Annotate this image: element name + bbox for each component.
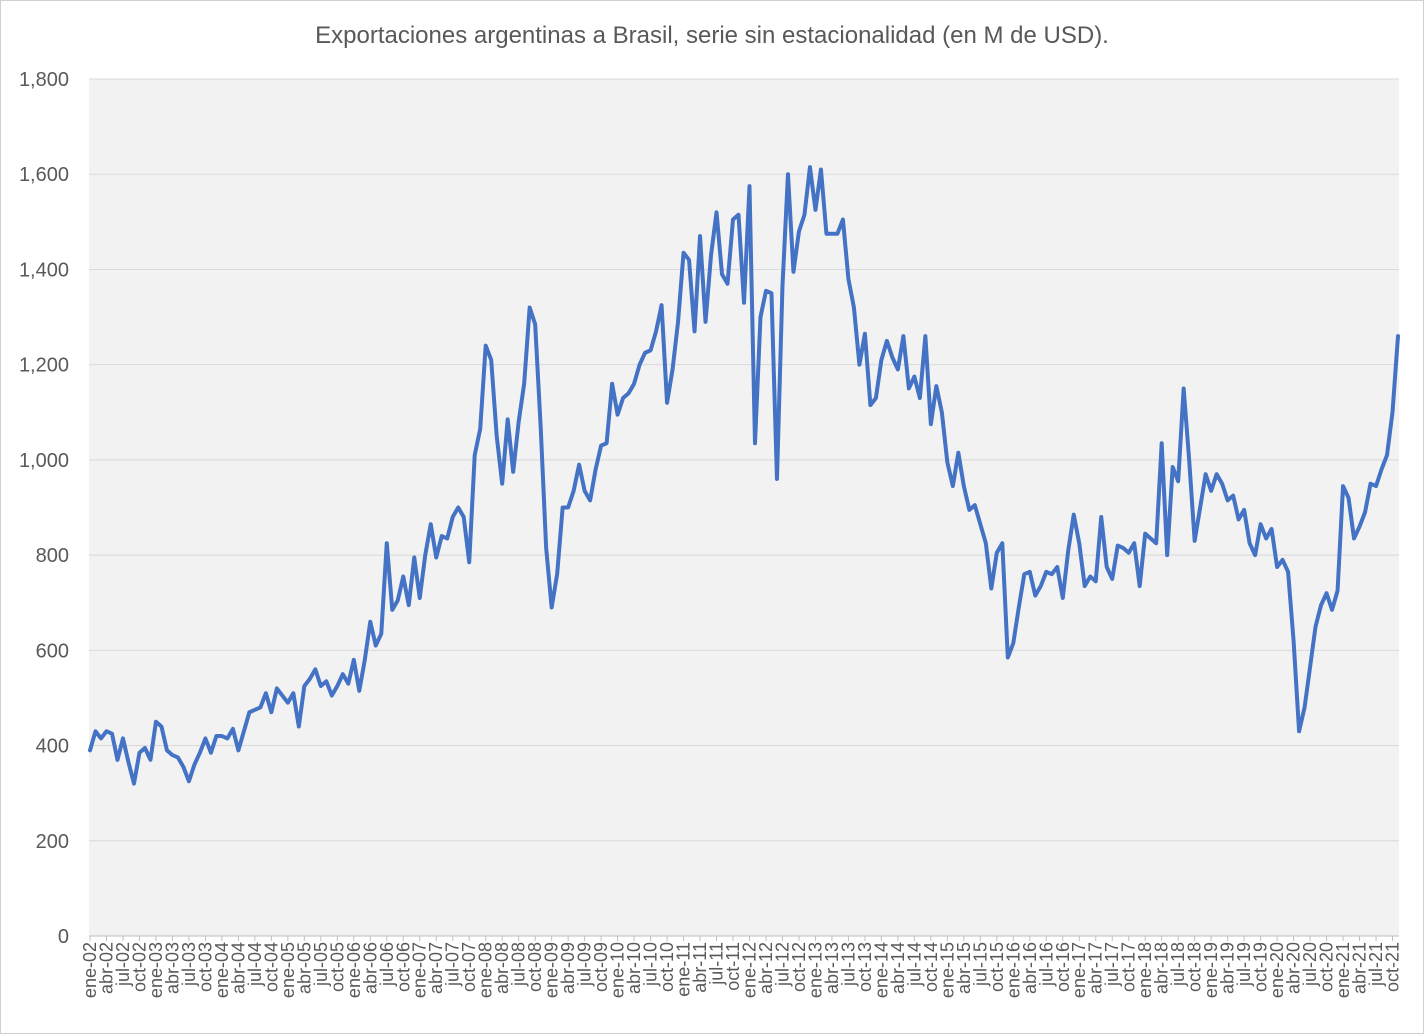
x-tick-label: abr-07 xyxy=(426,942,446,994)
x-tick-label: jul-13 xyxy=(838,942,858,987)
x-tick-label: jul-14 xyxy=(904,942,924,987)
x-tick-label: ene-10 xyxy=(608,942,628,998)
x-tick-label: ene-21 xyxy=(1333,942,1353,998)
x-tick-label: ene-07 xyxy=(410,942,430,998)
x-tick-label: oct-06 xyxy=(393,942,413,992)
y-tick-label: 0 xyxy=(58,926,69,948)
y-tick-label: 1,800 xyxy=(19,69,69,91)
x-tick-label: abr-21 xyxy=(1350,942,1370,994)
x-tick-label: oct-09 xyxy=(591,942,611,992)
x-tick-label: oct-05 xyxy=(327,942,347,992)
x-tick-label: oct-15 xyxy=(987,942,1007,992)
x-tick-label: abr-12 xyxy=(756,942,776,994)
x-tick-label: jul-17 xyxy=(1102,942,1122,987)
y-tick-label: 1,200 xyxy=(19,355,69,377)
x-tick-label: jul-07 xyxy=(443,942,463,987)
x-tick-label: jul-08 xyxy=(509,942,529,987)
x-tick-label: ene-08 xyxy=(476,942,496,998)
x-tick-label: oct-11 xyxy=(723,942,743,991)
x-tick-label: abr-09 xyxy=(558,942,578,994)
x-tick-label: abr-08 xyxy=(492,942,512,994)
x-tick-label: ene-04 xyxy=(212,942,232,998)
x-tick-label: abr-20 xyxy=(1284,942,1304,994)
x-tick-label: jul-11 xyxy=(707,942,727,986)
x-tick-label: oct-02 xyxy=(129,942,149,992)
x-tick-label: abr-03 xyxy=(162,942,182,994)
x-tick-label: ene-17 xyxy=(1069,942,1089,998)
x-tick-label: oct-03 xyxy=(195,942,215,992)
x-tick-label: abr-14 xyxy=(888,942,908,994)
x-tick-label: jul-21 xyxy=(1366,942,1386,987)
x-tick-label: ene-12 xyxy=(739,942,759,998)
y-tick-label: 400 xyxy=(36,736,69,758)
y-tick-label: 600 xyxy=(36,640,69,662)
x-tick-label: oct-08 xyxy=(525,942,545,992)
x-tick-label: abr-17 xyxy=(1086,942,1106,994)
x-tick-label: ene-18 xyxy=(1135,942,1155,998)
x-tick-label: jul-10 xyxy=(641,942,661,987)
x-tick-label: jul-04 xyxy=(245,942,265,987)
x-tick-label: oct-14 xyxy=(921,942,941,992)
x-tick-label: oct-17 xyxy=(1119,942,1139,992)
x-tick-label: abr-18 xyxy=(1152,942,1172,994)
x-tick-label: abr-02 xyxy=(96,942,116,994)
x-tick-label: jul-20 xyxy=(1300,942,1320,987)
x-tick-label: abr-10 xyxy=(624,942,644,994)
x-tick-label: jul-02 xyxy=(113,942,133,987)
x-tick-label: ene-02 xyxy=(80,942,100,998)
x-tick-label: ene-11 xyxy=(674,942,694,997)
x-tick-label: jul-06 xyxy=(377,942,397,987)
x-tick-label: oct-12 xyxy=(789,942,809,992)
x-tick-label: oct-10 xyxy=(657,942,677,992)
x-tick-label: abr-04 xyxy=(228,942,248,994)
x-tick-label: oct-07 xyxy=(459,942,479,992)
x-tick-label: oct-20 xyxy=(1317,942,1337,992)
y-tick-label: 1,400 xyxy=(19,259,69,281)
x-tick-label: ene-09 xyxy=(542,942,562,998)
x-tick-label: oct-16 xyxy=(1053,942,1073,992)
x-tick-label: ene-19 xyxy=(1201,942,1221,998)
x-tick-label: oct-13 xyxy=(855,942,875,992)
x-tick-label: ene-16 xyxy=(1003,942,1023,998)
x-tick-label: ene-05 xyxy=(278,942,298,998)
y-tick-label: 1,600 xyxy=(19,164,69,186)
x-tick-label: oct-19 xyxy=(1251,942,1271,992)
x-tick-label: abr-05 xyxy=(294,942,314,994)
x-tick-label: ene-15 xyxy=(937,942,957,998)
x-tick-label: jul-15 xyxy=(970,942,990,987)
x-tick-label: abr-06 xyxy=(360,942,380,994)
plot-area xyxy=(89,79,1399,936)
x-tick-label: oct-21 xyxy=(1383,942,1403,992)
x-tick-label: jul-16 xyxy=(1036,942,1056,987)
y-tick-label: 800 xyxy=(36,545,69,567)
x-tick-label: jul-09 xyxy=(575,942,595,987)
x-tick-label: oct-04 xyxy=(261,942,281,992)
x-axis-tick-labels: ene-02abr-02jul-02oct-02ene-03abr-03jul-… xyxy=(80,942,1403,998)
y-axis-tick-labels: 0 200 400 600 800 1,000 1,200 1,400 1,600 1,800 xyxy=(19,69,69,948)
x-tick-label: jul-12 xyxy=(772,942,792,987)
x-tick-label: jul-19 xyxy=(1234,942,1254,987)
x-tick-label: oct-18 xyxy=(1185,942,1205,992)
x-tick-label: abr-16 xyxy=(1020,942,1040,994)
x-tick-label: ene-03 xyxy=(146,942,166,998)
x-tick-label: ene-14 xyxy=(871,942,891,998)
y-tick-label: 1,000 xyxy=(19,450,69,472)
x-tick-label: ene-20 xyxy=(1267,942,1287,998)
x-tick-label: jul-03 xyxy=(179,942,199,987)
x-tick-label: jul-18 xyxy=(1168,942,1188,987)
x-axis-tick-marks xyxy=(89,936,1394,941)
x-tick-label: ene-13 xyxy=(805,942,825,998)
x-tick-label: abr-19 xyxy=(1218,942,1238,994)
x-tick-label: abr-13 xyxy=(822,942,842,994)
chart-title: Exportaciones argentinas a Brasil, serie… xyxy=(315,22,1109,49)
y-tick-label: 200 xyxy=(36,831,69,853)
x-tick-label: jul-05 xyxy=(311,942,331,987)
x-tick-label: abr-15 xyxy=(954,942,974,994)
x-tick-label: ene-06 xyxy=(344,942,364,998)
x-tick-label: abr-11 xyxy=(690,942,710,993)
series-line xyxy=(88,165,1400,786)
